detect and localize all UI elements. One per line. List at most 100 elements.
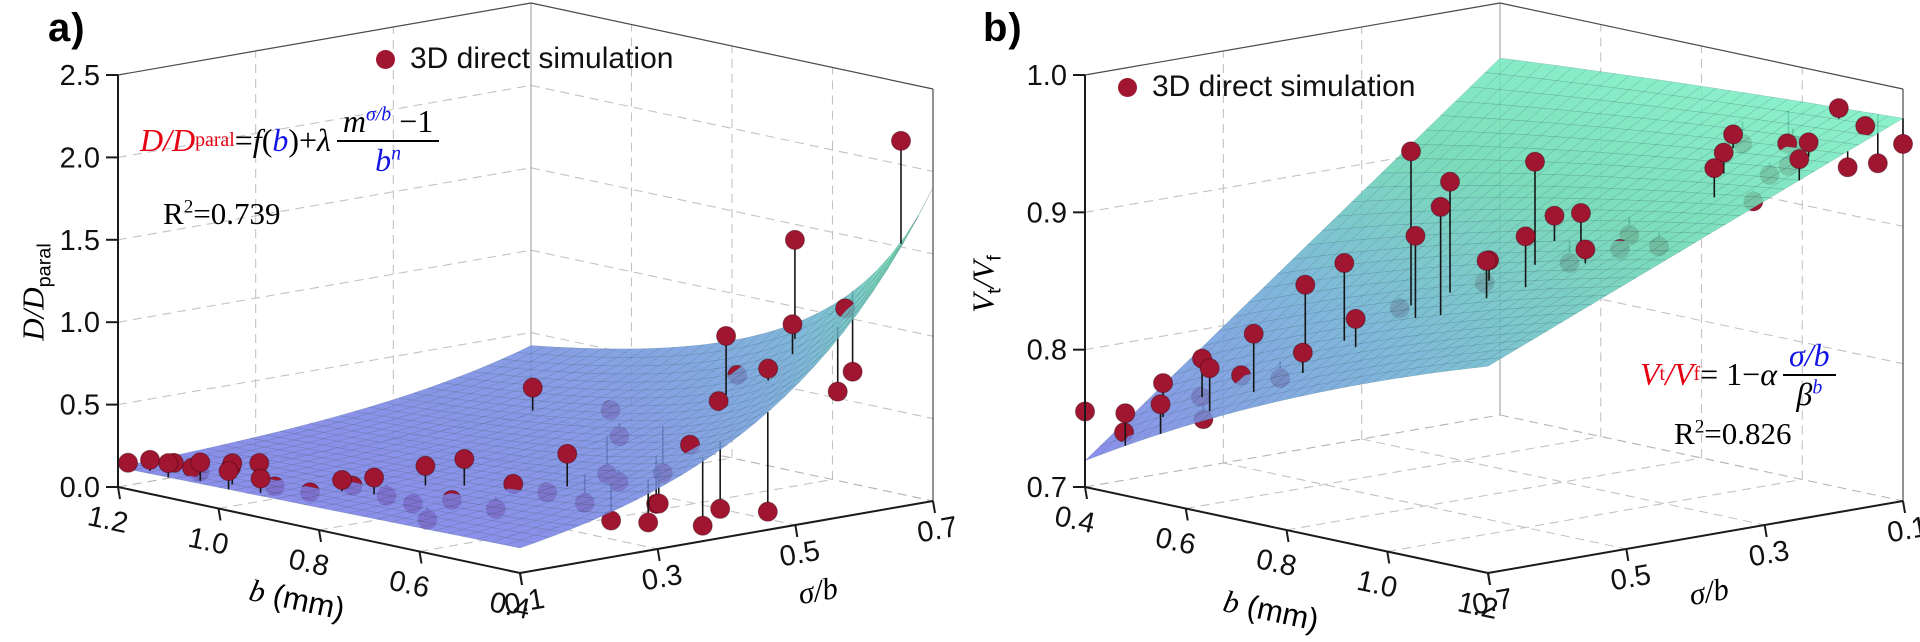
x-tick-label: 0.6 <box>386 565 432 605</box>
surface-quad <box>1873 115 1904 128</box>
data-point <box>1115 403 1136 424</box>
formula-a-lhs-sub: paral <box>195 129 235 152</box>
z-tick-label: 1.0 <box>60 307 100 339</box>
data-point <box>1893 133 1913 154</box>
data-point <box>890 130 911 151</box>
r2-a-value: =0.739 <box>193 196 281 231</box>
r-squared-a: R2=0.739 <box>163 196 281 232</box>
data-point <box>1855 115 1876 136</box>
data-point <box>140 449 161 470</box>
formula-a-num-exp: σ/b <box>366 103 392 126</box>
z-title-b-v1sub: t <box>983 288 1006 294</box>
z-tick-label: 1.0 <box>1027 60 1067 92</box>
data-point <box>1570 203 1591 224</box>
surface-quad <box>1709 214 1741 225</box>
surface-quad <box>1754 187 1786 199</box>
data-point <box>1440 171 1461 192</box>
legend-b-text: 3D direct simulation <box>1152 70 1416 103</box>
data-point <box>1150 394 1171 415</box>
surface-quad <box>1488 348 1518 360</box>
axes <box>1073 74 1906 586</box>
data-point <box>1524 151 1545 172</box>
formula-b-fraction: σ/b βb <box>1783 338 1836 411</box>
data-point <box>522 377 543 398</box>
z-tick-label: 0.8 <box>1027 335 1067 367</box>
z-tick-label: 0.5 <box>60 390 100 422</box>
x-tick-label: 0.4 <box>1052 500 1098 540</box>
data-point <box>1345 308 1366 329</box>
surface-quad <box>623 491 653 500</box>
surface-quad <box>564 518 594 527</box>
y-tick-label: 0.5 <box>777 535 822 574</box>
fit-formula-a: D/D paral = f(b)+ λ mσ/b −1 bn <box>140 103 440 177</box>
box-edges <box>117 2 934 501</box>
data-point <box>648 493 669 514</box>
z-axis-title-b: Vt/Vf <box>965 255 1006 313</box>
data-point <box>250 468 271 489</box>
data-point <box>1243 323 1264 344</box>
surface-quad <box>1562 304 1592 315</box>
surface-quad <box>579 512 609 520</box>
y-tick-label: 0.7 <box>915 511 960 550</box>
surface-quad <box>1798 160 1830 172</box>
panel-a-label: a) <box>48 6 86 50</box>
tick-labels: 0.70.80.91.00.40.60.81.01.20.70.50.30.1 <box>1027 60 1920 626</box>
formula-b-v2-sub: f <box>1693 363 1701 386</box>
formula-a-lambda: λ <box>317 122 331 159</box>
r2-b-exp: 2 <box>1694 416 1705 438</box>
legend-a-text: 3D direct simulation <box>410 42 674 75</box>
formula-b-v2: V <box>1673 356 1694 393</box>
panel-b-label: b) <box>983 6 1023 50</box>
surface-quad <box>874 240 905 284</box>
z-tick-label: 0.0 <box>60 472 100 504</box>
formula-a-fraction: mσ/b −1 bn <box>336 103 440 177</box>
formula-b-eq: = 1− <box>1700 356 1761 393</box>
x-tick-label: 1.0 <box>185 522 231 562</box>
data-point <box>638 512 659 533</box>
data-point <box>827 381 848 402</box>
panel-a-plot: 0.00.51.01.52.02.51.21.00.80.60.40.10.30… <box>60 2 960 626</box>
surface-quad <box>815 330 845 362</box>
data-point <box>218 461 239 482</box>
data-point <box>557 443 578 464</box>
surface-quad <box>1620 268 1652 279</box>
data-point <box>1575 239 1596 260</box>
formula-a-den-n: n <box>391 141 402 164</box>
data-point <box>1544 205 1565 226</box>
surface-quad <box>874 237 905 278</box>
y-tick-label: 0.7 <box>1470 583 1515 622</box>
formula-a-lparen: ( <box>261 122 273 159</box>
r2-b-base: R <box>1674 416 1695 451</box>
data-point <box>1713 142 1734 163</box>
formula-b-den-beta: β <box>1796 375 1813 412</box>
r2-a-exp: 2 <box>183 196 194 218</box>
y-tick-label: 0.1 <box>502 583 547 622</box>
data-point <box>415 455 436 476</box>
r-squared-b: R2=0.826 <box>1674 416 1792 452</box>
formula-a-arg: b <box>272 122 289 159</box>
z-title-a-sub: paral <box>33 243 56 288</box>
surface-quad <box>1473 357 1503 369</box>
data-point <box>716 325 737 346</box>
data-point <box>1153 373 1174 394</box>
x-tick-label: 1.2 <box>85 500 131 540</box>
legend-a: 3D direct simulation <box>376 42 673 76</box>
data-point <box>758 358 779 379</box>
surface-quad <box>1547 312 1578 324</box>
surface-quad <box>726 421 757 440</box>
legend-b-marker-icon <box>1118 77 1137 97</box>
data-point <box>1430 196 1451 217</box>
data-point <box>710 498 731 519</box>
formula-b-slash: / <box>1665 356 1674 393</box>
y-title-b: σ/b <box>1686 570 1732 613</box>
z-tick-label: 1.5 <box>60 225 100 257</box>
z-tick-label: 2.0 <box>60 142 100 174</box>
formula-b-den-exp: b <box>1812 375 1823 398</box>
data-point <box>784 229 805 250</box>
z-tick-label: 2.5 <box>60 60 100 92</box>
formula-a-num-m: m <box>342 103 367 139</box>
y-title-a: σ/b <box>795 569 841 612</box>
y-axis-title-b: σ/b <box>1686 571 1731 613</box>
